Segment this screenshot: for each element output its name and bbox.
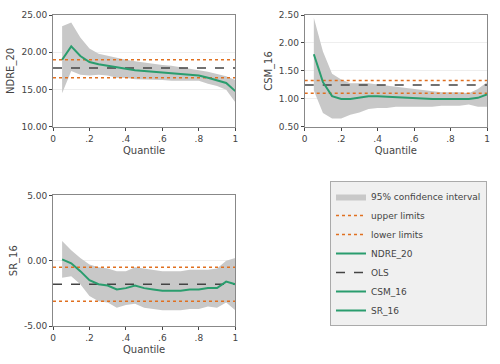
svg-text:25.00: 25.00 [21, 10, 47, 20]
svg-text:.6: .6 [158, 134, 167, 144]
svg-text:lower limits: lower limits [371, 230, 423, 240]
svg-text:5.00: 5.00 [27, 191, 47, 201]
svg-text:NDRE_20: NDRE_20 [5, 48, 17, 94]
svg-text:.8: .8 [446, 134, 455, 144]
svg-text:.6: .6 [158, 333, 167, 343]
svg-text:upper limits: upper limits [371, 211, 425, 221]
svg-text:1: 1 [484, 134, 490, 144]
svg-text:1.00: 1.00 [279, 94, 299, 104]
svg-text:.4: .4 [122, 333, 131, 343]
svg-text:Quantile: Quantile [123, 344, 165, 355]
svg-text:.6: .6 [410, 134, 419, 144]
svg-text:0: 0 [302, 134, 308, 144]
svg-text:15.00: 15.00 [21, 85, 47, 95]
svg-text:1.50: 1.50 [279, 66, 299, 76]
svg-text:1: 1 [232, 333, 238, 343]
svg-text:.8: .8 [195, 333, 204, 343]
svg-text:SR_16: SR_16 [371, 306, 399, 316]
svg-text:0.50: 0.50 [279, 122, 299, 132]
svg-text:.2: .2 [85, 333, 94, 343]
svg-text:.4: .4 [122, 134, 131, 144]
svg-text:0: 0 [50, 333, 56, 343]
svg-text:.4: .4 [373, 134, 382, 144]
svg-text:0: 0 [50, 134, 56, 144]
svg-text:10.00: 10.00 [21, 122, 47, 132]
svg-text:-5.00: -5.00 [24, 321, 48, 331]
svg-text:1: 1 [232, 134, 238, 144]
svg-text:0.00: 0.00 [27, 256, 47, 266]
svg-text:2.50: 2.50 [279, 10, 299, 20]
svg-text:.8: .8 [195, 134, 204, 144]
svg-text:2.00: 2.00 [279, 38, 299, 48]
svg-text:CSM_16: CSM_16 [263, 51, 275, 91]
svg-text:NDRE_20: NDRE_20 [371, 249, 413, 259]
svg-text:95% confidence interval: 95% confidence interval [371, 192, 480, 202]
svg-text:.2: .2 [337, 134, 346, 144]
svg-text:OLS: OLS [371, 268, 389, 278]
svg-text:Quantile: Quantile [375, 145, 417, 156]
svg-text:CSM_16: CSM_16 [371, 287, 407, 297]
svg-text:SR_16: SR_16 [8, 245, 20, 276]
svg-text:20.00: 20.00 [21, 47, 47, 57]
svg-text:Quantile: Quantile [123, 145, 165, 156]
svg-text:.2: .2 [85, 134, 94, 144]
